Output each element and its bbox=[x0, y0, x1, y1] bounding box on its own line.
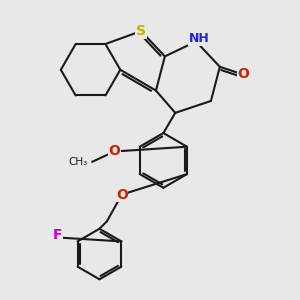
Text: O: O bbox=[238, 67, 250, 81]
Text: NH: NH bbox=[189, 32, 209, 45]
Text: CH₃: CH₃ bbox=[68, 157, 88, 167]
Text: F: F bbox=[53, 228, 63, 242]
Text: O: O bbox=[108, 145, 120, 158]
Text: O: O bbox=[116, 188, 128, 202]
Text: S: S bbox=[136, 24, 146, 38]
